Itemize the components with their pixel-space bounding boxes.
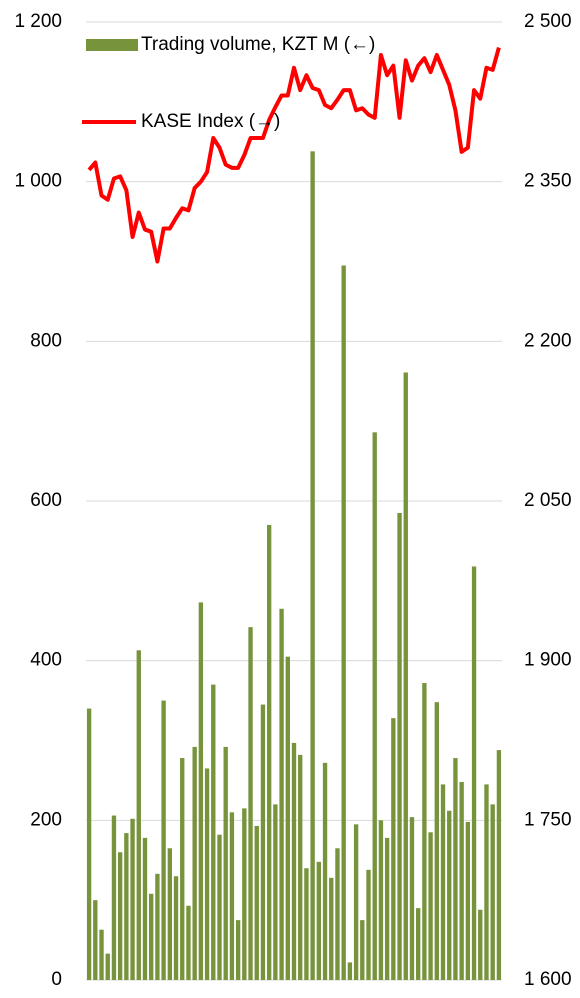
bar	[447, 810, 452, 980]
bar	[384, 837, 390, 980]
bar	[142, 837, 148, 980]
bar	[372, 432, 377, 980]
bar	[235, 920, 241, 980]
line	[87, 47, 501, 264]
bar	[403, 372, 408, 980]
bar	[161, 700, 166, 980]
y-tick-label: 800	[30, 330, 62, 351]
bar	[322, 762, 328, 980]
bar	[149, 893, 154, 980]
bar	[105, 953, 110, 980]
bar	[198, 602, 204, 980]
bar	[217, 834, 222, 980]
bar	[291, 742, 297, 980]
bar	[310, 151, 315, 980]
bar	[329, 877, 334, 980]
y-tick-label: 0	[51, 969, 62, 990]
bar	[353, 824, 359, 980]
bar	[335, 848, 340, 980]
bar	[192, 746, 197, 980]
bar	[440, 784, 446, 980]
bar	[93, 900, 98, 980]
bar	[465, 821, 471, 980]
y2-tick-label: 2 200	[524, 330, 572, 351]
y2-tick-label: 1 900	[524, 650, 572, 671]
bar	[347, 962, 353, 980]
bar	[453, 758, 458, 980]
bar	[117, 852, 123, 980]
bar	[173, 876, 179, 980]
bar	[304, 868, 309, 980]
bar	[273, 804, 278, 980]
bar	[496, 750, 502, 980]
bar	[130, 818, 135, 980]
bar	[391, 718, 396, 980]
bar	[378, 820, 384, 980]
bar	[167, 848, 172, 980]
y2-tick-label: 2 500	[524, 11, 572, 32]
y-tick-label: 1 000	[14, 171, 62, 192]
bar	[260, 704, 266, 980]
bar	[484, 784, 489, 980]
bar	[211, 684, 216, 980]
bar	[229, 812, 235, 980]
y-tick-label: 1 200	[14, 11, 62, 32]
y-tick-label: 600	[30, 490, 62, 511]
bar	[416, 908, 421, 980]
bar	[360, 920, 365, 980]
bar	[254, 825, 259, 980]
bar	[298, 754, 303, 980]
bar	[422, 683, 427, 980]
y2-tick-label: 2 350	[524, 171, 572, 192]
y-tick-label: 400	[30, 650, 62, 671]
bar	[409, 817, 415, 980]
bar	[180, 758, 185, 980]
bar	[341, 265, 346, 980]
bar	[459, 782, 464, 980]
bar	[111, 815, 117, 980]
bar	[242, 808, 247, 980]
bar	[285, 656, 290, 980]
y2-tick-label: 2 050	[524, 490, 572, 511]
legend-label: KASE Index (→)	[141, 111, 280, 132]
y2-tick-label: 1 600	[524, 969, 572, 990]
bar	[266, 524, 272, 980]
bar	[471, 566, 477, 980]
legend-label: Trading volume, KZT M (←)	[141, 34, 375, 55]
bar	[279, 608, 284, 980]
y-tick-label: 200	[30, 809, 62, 830]
bar	[366, 869, 371, 980]
bar	[155, 873, 160, 980]
bar	[99, 929, 104, 980]
legend-swatch	[86, 39, 138, 51]
bar	[124, 833, 129, 980]
bar	[397, 512, 402, 980]
bar	[86, 708, 92, 980]
bar	[428, 832, 433, 980]
bar	[248, 627, 253, 980]
bar	[204, 768, 210, 980]
bar	[316, 861, 322, 980]
y2-tick-label: 1 750	[524, 809, 572, 830]
bar	[136, 650, 141, 980]
bar	[434, 702, 439, 980]
bar	[186, 905, 191, 980]
bar	[223, 746, 228, 980]
bar	[478, 909, 483, 980]
bar	[490, 804, 495, 980]
